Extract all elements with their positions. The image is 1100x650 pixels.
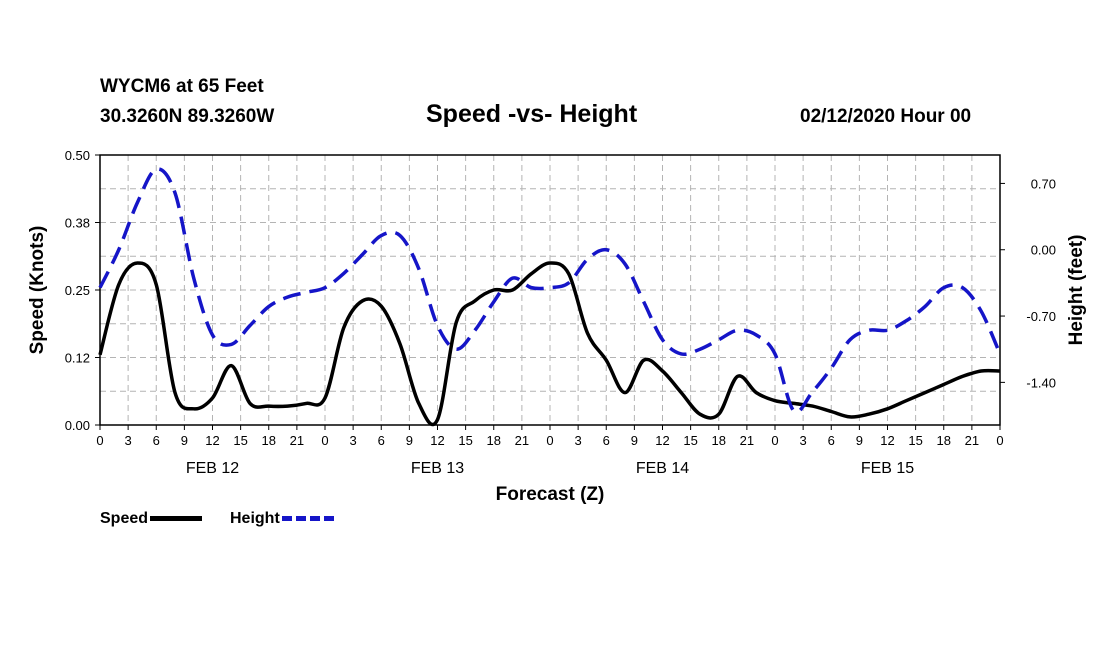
x-tick-label: 9 xyxy=(406,433,413,448)
y-tick-label: 0.38 xyxy=(65,216,90,231)
grid-lines xyxy=(100,155,1000,425)
forecast-datetime: 02/12/2020 Hour 00 xyxy=(800,106,972,127)
y-tick-label: 0.50 xyxy=(65,148,90,163)
y2-tick-label: 0.70 xyxy=(1031,176,1056,191)
x-tick-label: 12 xyxy=(655,433,669,448)
x-tick-label: 6 xyxy=(603,433,610,448)
x-tick-label: 15 xyxy=(458,433,472,448)
x-tick-label: 3 xyxy=(800,433,807,448)
legend-height: Height xyxy=(230,510,334,528)
day-label: FEB 12 xyxy=(186,460,239,477)
legend-height-swatch xyxy=(281,516,334,522)
series-line-speed xyxy=(98,261,1001,427)
x-tick-label: 18 xyxy=(937,433,951,448)
series-lines xyxy=(98,167,1002,427)
x-tick-label: 9 xyxy=(631,433,638,448)
y-tick-label: 0.25 xyxy=(65,283,90,298)
x-tick-label: 18 xyxy=(262,433,276,448)
x-tick-label: 12 xyxy=(430,433,444,448)
day-label: FEB 13 xyxy=(411,460,464,477)
x-tick-label: 6 xyxy=(828,433,835,448)
y-tick-label: 0.00 xyxy=(65,418,90,433)
coordinates: 30.3260N 89.3260W xyxy=(100,106,275,127)
x-tick-label: 21 xyxy=(965,433,979,448)
x-tick-label: 21 xyxy=(740,433,754,448)
x-tick-label: 6 xyxy=(378,433,385,448)
y2-axis-title: Height (feet) xyxy=(1066,235,1087,346)
x-tick-label: 15 xyxy=(233,433,247,448)
x-tick-label: 18 xyxy=(712,433,726,448)
legend-height-label: Height xyxy=(230,510,280,527)
x-tick-label: 21 xyxy=(515,433,529,448)
legend-speed-swatch xyxy=(150,516,203,522)
legend-speed-label: Speed xyxy=(100,510,149,527)
x-tick-label: 3 xyxy=(125,433,132,448)
x-tick-label: 12 xyxy=(880,433,894,448)
y2-tick-label: -0.70 xyxy=(1026,309,1056,324)
y2-tick-label: -1.40 xyxy=(1026,375,1056,390)
y-tick-label: 0.12 xyxy=(65,351,90,366)
x-tick-label: 3 xyxy=(350,433,357,448)
series-line-height xyxy=(98,167,1002,414)
x-tick-label: 0 xyxy=(321,433,328,448)
x-tick-label: 6 xyxy=(153,433,160,448)
x-tick-label: 9 xyxy=(856,433,863,448)
x-tick-label: 0 xyxy=(96,433,103,448)
day-label: FEB 14 xyxy=(636,460,689,477)
x-tick-label: 0 xyxy=(546,433,553,448)
x-tick-label: 3 xyxy=(575,433,582,448)
station-label: WYCM6 at 65 Feet xyxy=(100,76,264,97)
x-tick-label: 15 xyxy=(908,433,922,448)
x-tick-label: 18 xyxy=(487,433,501,448)
axis-ticks: 0 3 6 9 12 15 18 21 0 3 6 9 12 15 18 21 0 3 6 9 12 15 18 21 0 3 6 9… xyxy=(65,148,1056,477)
chart-title: Speed -vs- Height xyxy=(426,100,638,128)
x-tick-label: 0 xyxy=(996,433,1003,448)
x-tick-label: 9 xyxy=(181,433,188,448)
x-axis-title: Forecast (Z) xyxy=(496,484,605,505)
x-tick-label: 21 xyxy=(290,433,304,448)
x-tick-label: 0 xyxy=(771,433,778,448)
legend-speed: Speed xyxy=(100,510,203,528)
x-tick-label: 15 xyxy=(683,433,697,448)
day-label: FEB 15 xyxy=(861,460,914,477)
x-tick-label: 12 xyxy=(205,433,219,448)
y2-tick-label: 0.00 xyxy=(1031,243,1056,258)
y-axis-title: Speed (Knots) xyxy=(27,226,48,355)
